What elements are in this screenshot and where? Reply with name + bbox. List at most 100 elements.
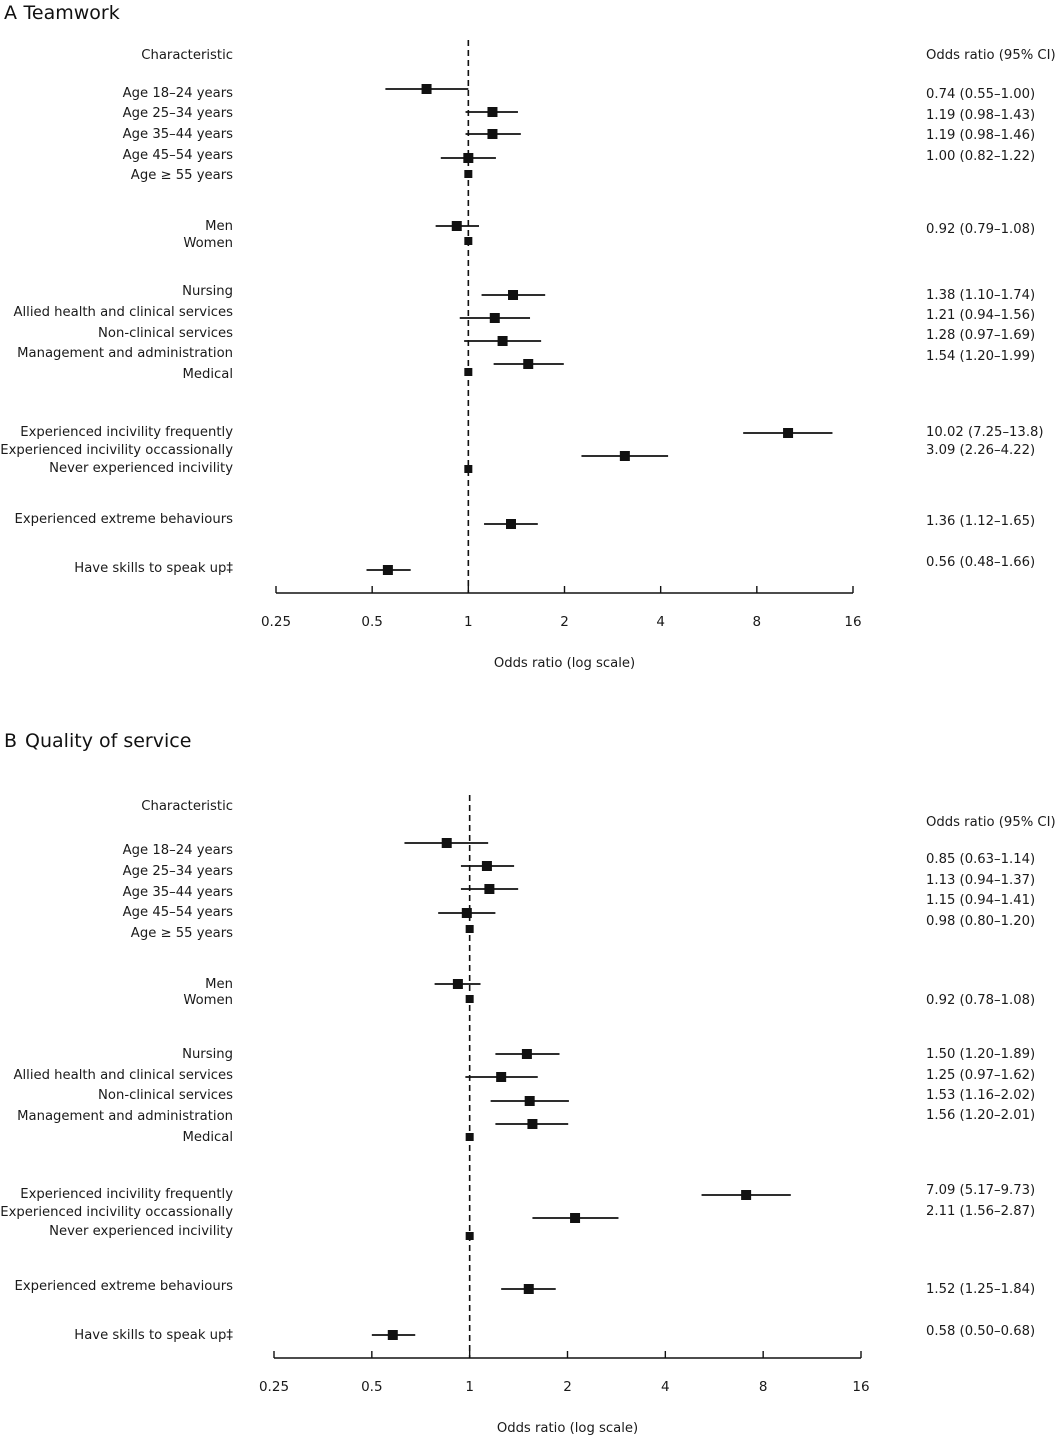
- point-estimate-marker: [461, 908, 472, 918]
- point-estimate-marker: [421, 84, 432, 94]
- row-label: Experienced incivility frequently: [20, 1187, 233, 1202]
- row-label: Age 45–54 years: [123, 148, 233, 163]
- point-estimate-marker: [382, 565, 393, 575]
- point-estimate-marker: [464, 237, 473, 245]
- point-estimate-marker: [441, 838, 452, 848]
- point-estimate-marker: [465, 1232, 474, 1240]
- odds-ratio-value: 1.54 (1.20–1.99): [926, 349, 1035, 364]
- row-label: Never experienced incivility: [49, 461, 233, 476]
- x-tick-label: 0.25: [259, 1379, 289, 1395]
- odds-ratio-value: 1.38 (1.10–1.74): [926, 288, 1035, 303]
- odds-ratio-value: 2.11 (1.56–2.87): [926, 1204, 1035, 1219]
- row-label: Women: [183, 236, 233, 251]
- forest-row: Nursing 1.50 (1.20–1.89): [182, 1047, 1035, 1062]
- forest-row: Age 35–44 years 1.15 (0.94–1.41): [123, 884, 1035, 908]
- x-axis-label: Odds ratio (log scale): [497, 1421, 638, 1435]
- point-estimate-marker: [497, 336, 508, 346]
- forest-row: Management and administration 1.56 (1.20–…: [17, 1108, 1035, 1129]
- column-header-characteristic: Characteristic: [141, 48, 233, 63]
- forest-row: Allied health and clinical services 1.21 …: [13, 305, 1035, 323]
- row-label: Non-clinical services: [98, 326, 233, 341]
- x-tick-label: 1: [464, 614, 473, 630]
- forest-row: Men 0.92 (0.78–1.08): [205, 977, 1035, 1008]
- odds-ratio-value: 0.92 (0.78–1.08): [926, 993, 1035, 1008]
- odds-ratio-value: 1.13 (0.94–1.37): [926, 873, 1035, 888]
- panel-title-text: Teamwork: [23, 2, 120, 24]
- forest-panel-a: A Teamwork Characteristic Odds ratio (95% C…: [0, 2, 1055, 671]
- odds-ratio-value: 1.53 (1.16–2.02): [926, 1088, 1035, 1103]
- x-tick-label: 4: [661, 1379, 670, 1395]
- forest-row: Non-clinical services 1.53 (1.16–2.02): [98, 1088, 1035, 1106]
- odds-ratio-value: 1.19 (0.98–1.43): [926, 108, 1035, 123]
- point-estimate-marker: [464, 368, 473, 376]
- row-label: Have skills to speak up‡: [74, 561, 233, 576]
- point-estimate-marker: [521, 1049, 532, 1059]
- point-estimate-marker: [465, 1133, 474, 1141]
- point-estimate-marker: [451, 221, 462, 231]
- x-axis-label: Odds ratio (log scale): [494, 656, 635, 671]
- row-label: Experienced extreme behaviours: [15, 512, 234, 527]
- x-tick-label: 0.5: [361, 1379, 382, 1395]
- point-estimate-marker: [505, 519, 516, 529]
- point-estimate-marker: [570, 1213, 581, 1223]
- x-tick-label: 2: [563, 1379, 572, 1395]
- row-label: Men: [205, 977, 233, 992]
- odds-ratio-value: 1.25 (0.97–1.62): [926, 1068, 1035, 1083]
- point-estimate-marker: [464, 170, 473, 178]
- point-estimate-marker: [465, 925, 474, 933]
- row-label: Age ≥ 55 years: [131, 926, 233, 941]
- odds-ratio-value: 1.50 (1.20–1.89): [926, 1047, 1035, 1062]
- forest-row: Nursing 1.38 (1.10–1.74): [182, 284, 1035, 303]
- forest-row: Experienced incivility occassionally 3.09…: [0, 443, 1035, 461]
- row-label: Men: [205, 219, 233, 234]
- forest-row: Men 0.92 (0.79–1.08): [205, 219, 1035, 237]
- panel-letter: A: [4, 2, 17, 24]
- row-label: Nursing: [182, 284, 233, 299]
- x-tick-label: 2: [560, 614, 569, 630]
- forest-row: Age ≥ 55 years: [131, 168, 473, 183]
- row-label: Management and administration: [17, 1109, 233, 1124]
- point-estimate-marker: [387, 1330, 398, 1340]
- forest-row: Medical: [182, 367, 473, 382]
- point-estimate-marker: [523, 359, 534, 369]
- x-tick-label: 0.25: [261, 614, 291, 630]
- x-tick-label: 1: [465, 1379, 474, 1395]
- forest-row: Experienced incivility frequently 7.09 (5…: [20, 1183, 1035, 1202]
- forest-row: Allied health and clinical services 1.25 …: [13, 1068, 1035, 1083]
- x-tick-label: 8: [759, 1379, 768, 1395]
- point-estimate-marker: [619, 451, 630, 461]
- forest-row: Medical: [182, 1130, 474, 1145]
- forest-row: Age 25–34 years 1.19 (0.98–1.43): [123, 106, 1036, 123]
- forest-row: Age 18–24 years 0.74 (0.55–1.00): [123, 84, 1035, 102]
- forest-row: Women: [183, 993, 474, 1008]
- column-header-odds-ratio: Odds ratio (95% CI): [926, 815, 1056, 830]
- point-estimate-marker: [524, 1096, 535, 1106]
- row-label: Medical: [182, 1130, 233, 1145]
- odds-ratio-value: 1.19 (0.98–1.46): [926, 128, 1035, 143]
- odds-ratio-value: 1.36 (1.12–1.65): [926, 514, 1035, 529]
- row-label: Age 18–24 years: [123, 86, 233, 101]
- row-label: Experienced extreme behaviours: [15, 1279, 234, 1294]
- row-label: Age 25–34 years: [123, 106, 233, 121]
- row-label: Nursing: [182, 1047, 233, 1062]
- point-estimate-marker: [508, 290, 519, 300]
- point-estimate-marker: [783, 428, 794, 438]
- forest-row: Age 45–54 years 0.98 (0.80–1.20): [123, 905, 1036, 929]
- row-label: Medical: [182, 367, 233, 382]
- point-estimate-marker: [452, 979, 463, 989]
- forest-row: Age 25–34 years 1.13 (0.94–1.37): [123, 861, 1035, 888]
- odds-ratio-value: 0.98 (0.80–1.20): [926, 914, 1035, 929]
- forest-row: Experienced incivility frequently 10.02 (…: [20, 425, 1043, 440]
- row-label: Management and administration: [17, 346, 233, 361]
- odds-ratio-value: 1.00 (0.82–1.22): [926, 149, 1035, 164]
- forest-row: Never experienced incivility: [49, 461, 473, 476]
- x-tick-label: 4: [656, 614, 665, 630]
- forest-row: Age 35–44 years 1.19 (0.98–1.46): [123, 127, 1036, 143]
- point-estimate-marker: [487, 107, 498, 117]
- forest-panel-b: B Quality of service Characteristic Odds ra…: [0, 730, 1055, 1435]
- row-label: Non-clinical services: [98, 1088, 233, 1103]
- point-estimate-marker: [741, 1190, 752, 1200]
- odds-ratio-value: 1.28 (0.97–1.69): [926, 328, 1035, 343]
- row-label: Age ≥ 55 years: [131, 168, 233, 183]
- point-estimate-marker: [481, 861, 492, 871]
